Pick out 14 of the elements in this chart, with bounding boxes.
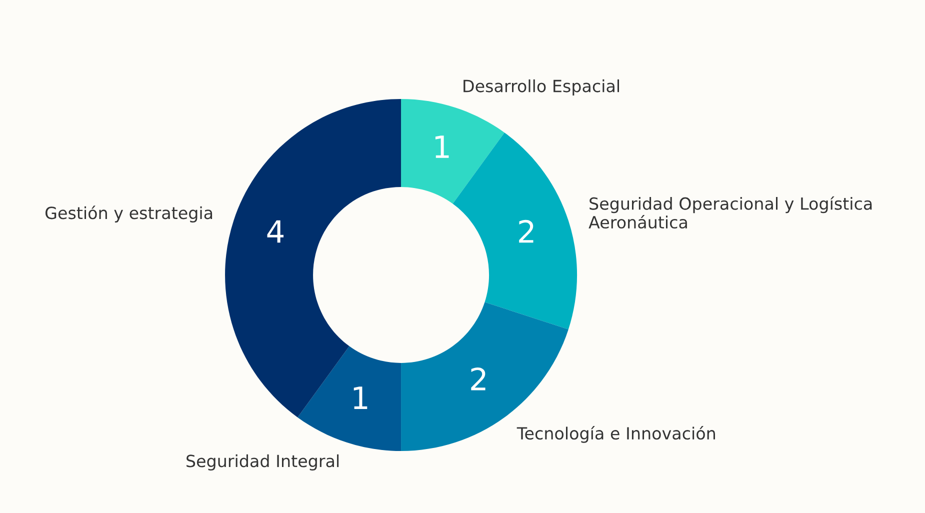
data-label: 4: [267, 220, 284, 243]
donut-slice: [452, 132, 578, 330]
data-label: 2: [471, 368, 486, 390]
slice-label: Gestión y estrategia: [46, 206, 212, 222]
slice-label: Seguridad Operacional y Logística Aeronáutica: [588, 196, 872, 229]
slice-label: Tecnología e Innovación: [516, 426, 715, 443]
donut-slice: [401, 98, 504, 204]
data-label: 1: [354, 386, 368, 409]
donut-slice: [225, 98, 402, 418]
data-label: 2: [519, 220, 534, 243]
slice-label: Seguridad Integral: [186, 454, 339, 471]
data-label: 1: [435, 136, 449, 158]
slice-label: Desarrollo Espacial: [464, 79, 620, 96]
donut-slice: [298, 346, 402, 451]
